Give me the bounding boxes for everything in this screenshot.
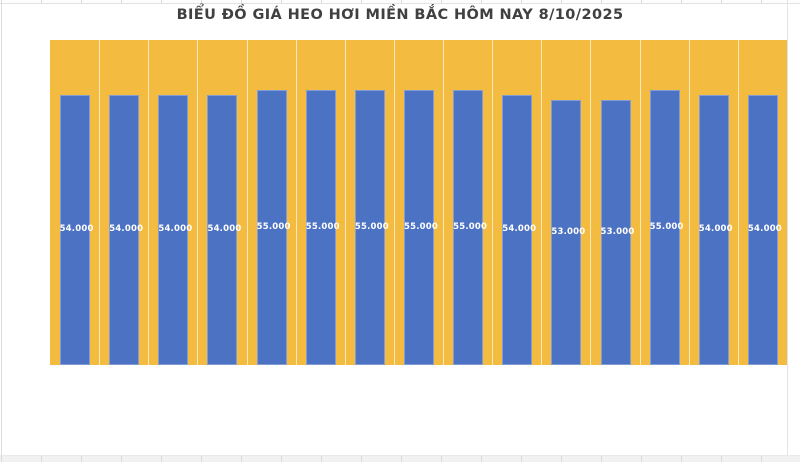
chart-title: BIỂU ĐỒ GIÁ HEO HƠI MIỀN BẮC HÔM NAY 8/1… — [176, 7, 624, 23]
bar: 55.000 — [256, 90, 291, 365]
bar: 53.000 — [551, 100, 586, 365]
bar-value-label: 55.000 — [354, 221, 389, 232]
bar: 54.000 — [109, 95, 144, 365]
bar: 55.000 — [305, 90, 340, 365]
bar: 55.000 — [403, 90, 438, 365]
bar: 53.000 — [600, 100, 635, 365]
category-slot: 53.000 — [541, 40, 590, 365]
category-slot: 55.000 — [344, 40, 394, 365]
bar-value-label: 55.000 — [305, 221, 340, 232]
category-slot: 54.000 — [148, 40, 197, 365]
category-slot: 55.000 — [639, 40, 689, 365]
category-slot: 54.000 — [688, 40, 738, 365]
category-slot: 54.000 — [50, 40, 99, 365]
bar-value-label: 53.000 — [600, 226, 635, 237]
bar-value-label: 55.000 — [256, 221, 291, 232]
bar: 55.000 — [354, 90, 389, 365]
bar-value-label: 54.000 — [158, 224, 193, 234]
spreadsheet-gridline-bottom — [0, 455, 800, 462]
spreadsheet-gridline-top — [0, 0, 800, 4]
bar: 54.000 — [59, 95, 94, 365]
bar-value-label: 54.000 — [207, 224, 242, 234]
bar-value-label: 54.000 — [109, 224, 144, 234]
bar-value-label: 55.000 — [649, 221, 684, 232]
category-slot: 55.000 — [393, 40, 443, 365]
category-slot: 55.000 — [246, 40, 296, 365]
category-slot: 54.000 — [492, 40, 541, 365]
bar-value-label: 54.000 — [747, 224, 782, 234]
bar-value-label: 53.000 — [551, 226, 586, 237]
bar: 54.000 — [502, 95, 537, 365]
category-slot: 54.000 — [99, 40, 148, 365]
category-slot: 54.000 — [197, 40, 246, 365]
chart-right-edge — [787, 0, 788, 455]
bar-value-label: 54.000 — [698, 224, 733, 234]
category-slot: 55.000 — [295, 40, 345, 365]
bar: 54.000 — [207, 95, 242, 365]
bar-value-label: 54.000 — [59, 224, 94, 234]
bar: 54.000 — [158, 95, 193, 365]
category-slot: 55.000 — [443, 40, 492, 365]
bar: 55.000 — [649, 90, 684, 365]
spreadsheet-gridline-left — [1, 0, 2, 455]
bar-value-label: 55.000 — [453, 221, 488, 232]
x-axis-labels: TUYÊN QUANGCAO BẰNGTHÁI NGUYÊNLẠNG SƠNQU… — [0, 365, 800, 455]
bar: 55.000 — [453, 90, 488, 365]
bar-value-label: 55.000 — [403, 221, 438, 232]
category-slot: 53.000 — [590, 40, 639, 365]
bar: 54.000 — [747, 95, 782, 365]
plot-area: 54.000 54.000 54.000 54.000 55.000 55.000 55.0… — [50, 40, 787, 365]
category-slot: 54.000 — [737, 40, 787, 365]
bar-value-label: 54.000 — [502, 224, 537, 234]
bar: 54.000 — [698, 95, 733, 365]
